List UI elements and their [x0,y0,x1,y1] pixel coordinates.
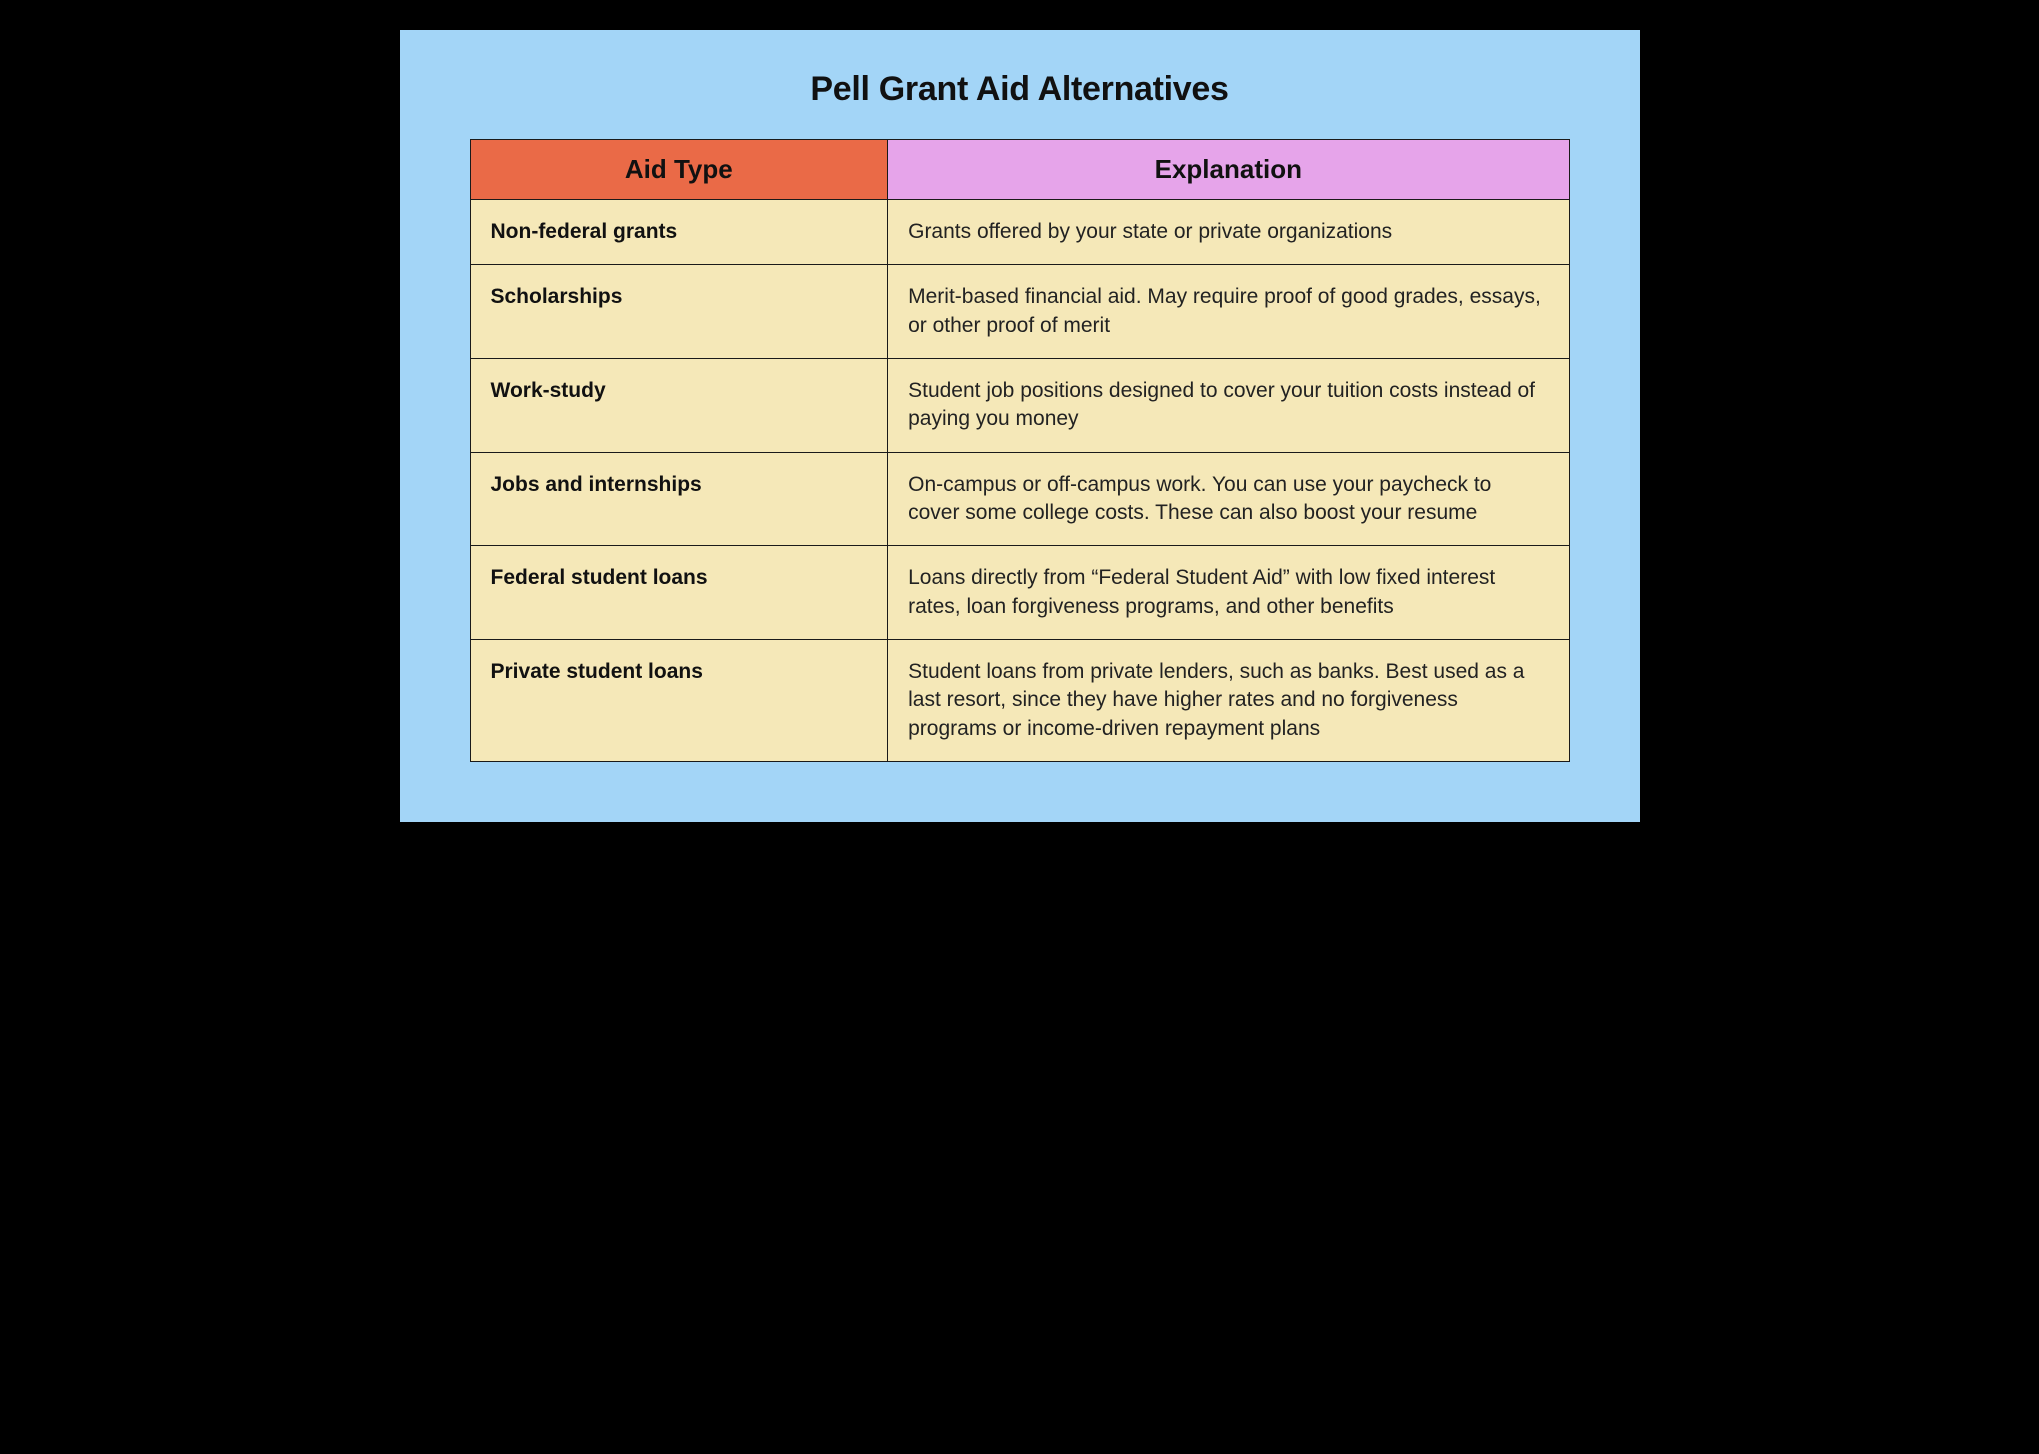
aid-type-cell: Private student loans [470,640,888,762]
explanation-cell: Merit-based financial aid. May require p… [888,265,1569,359]
aid-type-cell: Scholarships [470,265,888,359]
aid-type-cell: Work-study [470,359,888,453]
explanation-cell: Student loans from private lenders, such… [888,640,1569,762]
explanation-cell: On-campus or off-campus work. You can us… [888,452,1569,546]
table-row: Scholarships Merit-based financial aid. … [470,265,1569,359]
explanation-cell: Grants offered by your state or private … [888,200,1569,265]
table-row: Work-study Student job positions designe… [470,359,1569,453]
explanation-cell: Student job positions designed to cover … [888,359,1569,453]
table-row: Non-federal grants Grants offered by you… [470,200,1569,265]
table-header-row: Aid Type Explanation [470,140,1569,200]
column-header-aid-type: Aid Type [470,140,888,200]
table-row: Jobs and internships On-campus or off-ca… [470,452,1569,546]
page-title: Pell Grant Aid Alternatives [470,70,1570,109]
aid-type-cell: Non-federal grants [470,200,888,265]
table-row: Private student loans Student loans from… [470,640,1569,762]
explanation-cell: Loans directly from “Federal Student Aid… [888,546,1569,640]
aid-alternatives-table: Aid Type Explanation Non-federal grants … [470,139,1570,762]
table-row: Federal student loans Loans directly fro… [470,546,1569,640]
aid-type-cell: Jobs and internships [470,452,888,546]
column-header-explanation: Explanation [888,140,1569,200]
info-panel: Pell Grant Aid Alternatives Aid Type Exp… [400,30,1640,822]
aid-type-cell: Federal student loans [470,546,888,640]
